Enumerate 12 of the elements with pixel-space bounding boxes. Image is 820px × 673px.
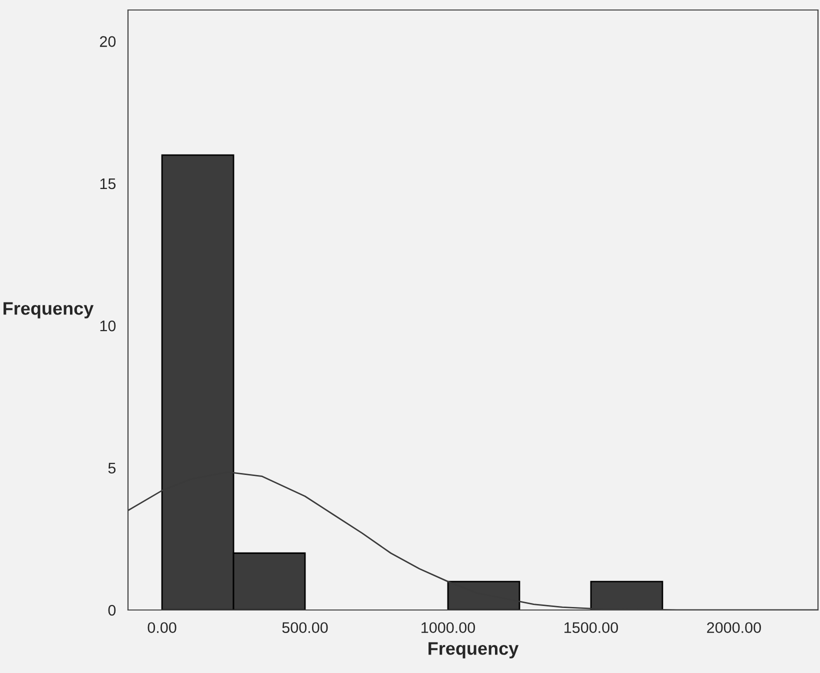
y-tick-label: 5 (108, 462, 116, 474)
x-axis-title: Frequency (428, 642, 519, 658)
y-axis-title: Frequency (4, 302, 94, 318)
x-tick-label: 500.00 (282, 622, 328, 634)
x-tick-label: 0.00 (148, 622, 176, 634)
x-tick-label: 1500.00 (564, 622, 618, 634)
x-tick-label: 1000.00 (422, 622, 475, 634)
y-tick-label: 20 (100, 36, 116, 47)
y-tick-label: 10 (100, 320, 116, 332)
y-tick-label: 15 (100, 178, 116, 190)
y-tick-label: 0 (108, 604, 116, 616)
x-tick-label: 2000.00 (707, 622, 761, 634)
